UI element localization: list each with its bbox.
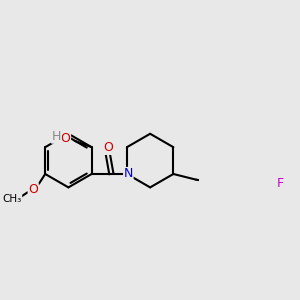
Text: F: F <box>277 177 284 190</box>
Text: O: O <box>28 183 38 196</box>
Text: O: O <box>61 131 70 145</box>
Text: N: N <box>124 167 133 181</box>
Text: O: O <box>103 141 113 154</box>
Text: H: H <box>52 130 61 143</box>
Text: CH₃: CH₃ <box>2 194 22 204</box>
